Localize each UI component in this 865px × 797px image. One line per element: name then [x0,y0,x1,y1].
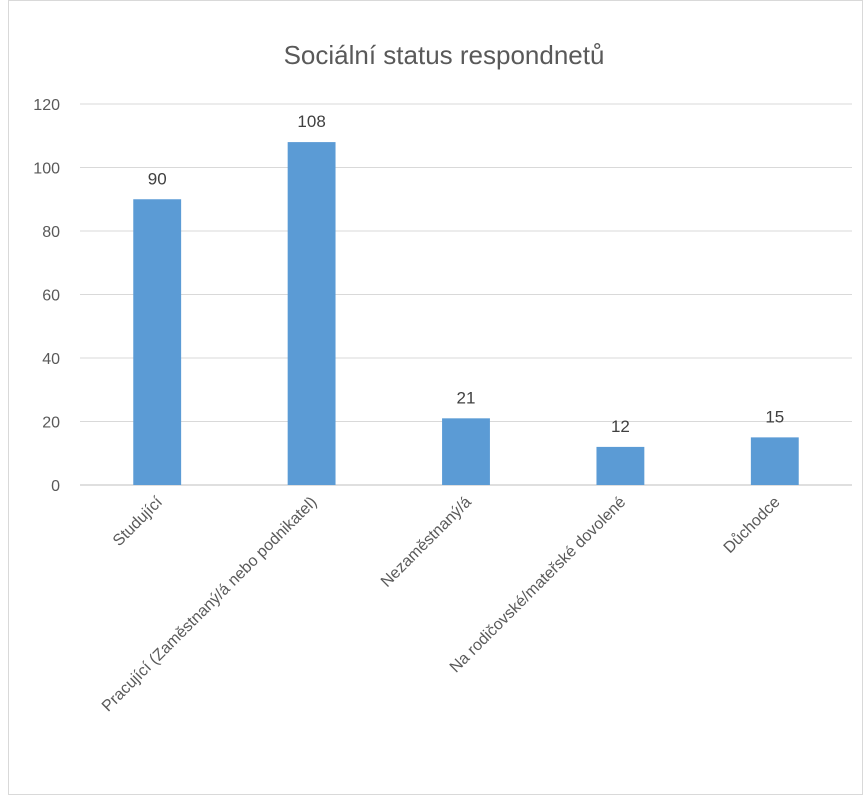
y-tick-label: 20 [42,415,60,432]
data-label: 21 [457,388,476,407]
y-axis-ticks: 0 20 40 60 80 100 120 [33,97,60,495]
data-label: 12 [611,417,630,436]
data-label: 15 [765,407,784,426]
bars [133,142,799,485]
chart-title: Sociální status respondnetů [284,40,605,70]
category-label: Studující [110,493,166,549]
y-tick-label: 120 [33,97,60,114]
data-labels: 90 108 21 12 15 [148,112,785,436]
bar [287,142,336,485]
gridlines [80,103,852,486]
data-label: 90 [148,169,167,188]
y-tick-label: 40 [42,351,60,368]
category-label: Na rodičovské/mateřské dovolené [447,494,630,677]
y-tick-label: 0 [51,478,60,495]
bar [442,418,490,485]
data-label: 108 [297,112,325,131]
category-label: Důchodce [720,493,784,557]
category-label: Nezaměstnaný/á [378,494,475,591]
y-tick-label: 80 [42,224,60,241]
y-tick-label: 60 [42,288,60,305]
bar [596,446,645,485]
bar [133,199,182,485]
bar [750,437,799,485]
y-tick-label: 100 [33,161,60,178]
